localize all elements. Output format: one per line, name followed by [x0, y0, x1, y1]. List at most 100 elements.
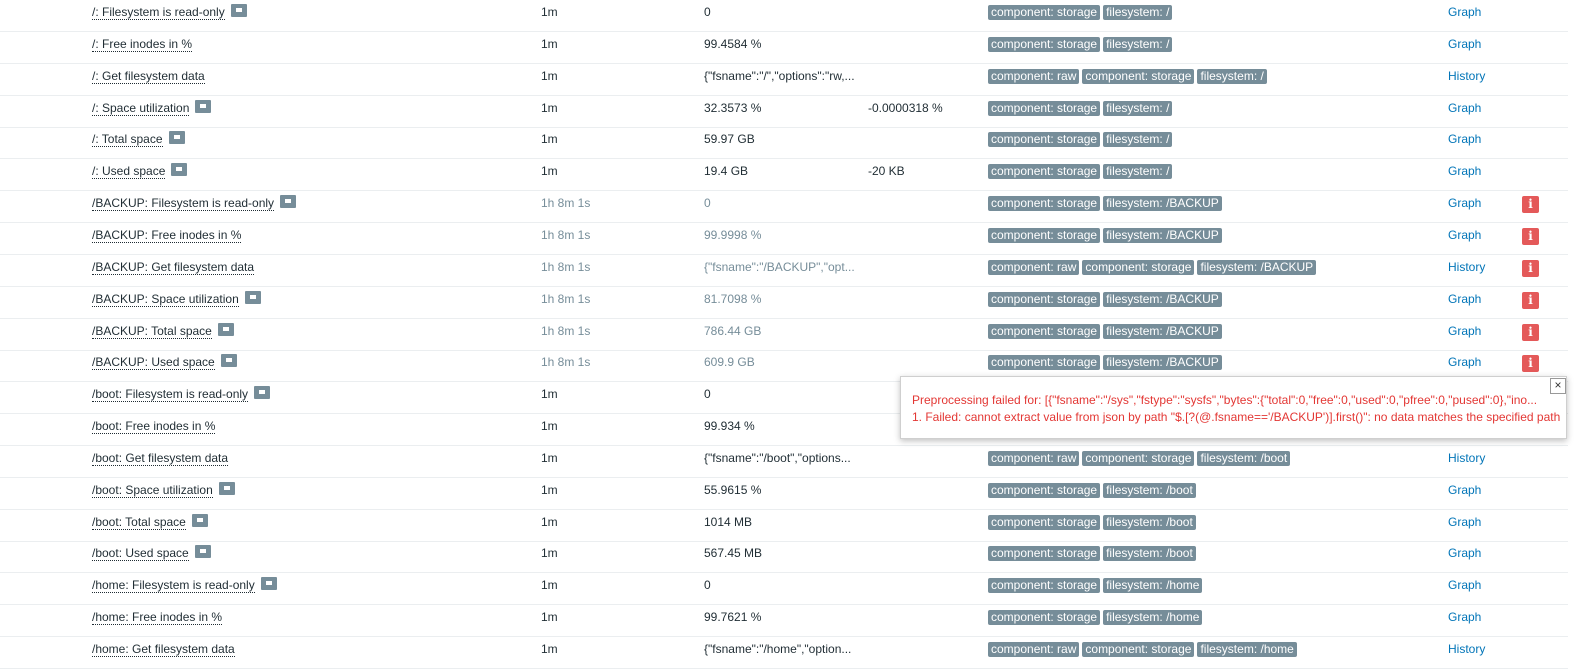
error-icon[interactable]: i — [1522, 196, 1539, 214]
help-icon[interactable] — [194, 545, 211, 559]
error-icon[interactable]: i — [1522, 259, 1539, 277]
tags: component: raw component: storage filesyst… — [988, 446, 1293, 470]
item-name[interactable]: /home: Get filesystem data — [92, 642, 235, 657]
tag: filesystem: /BACKUP — [1103, 291, 1222, 307]
item-name[interactable]: /home: Filesystem is read-only — [92, 578, 255, 594]
action-link[interactable]: History — [1448, 68, 1486, 83]
item-name[interactable]: /boot: Used space — [92, 546, 189, 562]
error-icon[interactable]: i — [1522, 355, 1539, 373]
action-link[interactable]: History — [1448, 259, 1486, 274]
item-name[interactable]: /: Used space — [92, 164, 166, 180]
help-icon[interactable] — [168, 131, 185, 145]
item-name[interactable]: /: Total space — [92, 132, 163, 148]
action-link[interactable]: Graph — [1448, 546, 1482, 561]
tag: component: storage — [988, 100, 1101, 116]
item-name[interactable]: /BACKUP: Get filesystem data — [92, 259, 255, 275]
item-name[interactable]: /: Filesystem is read-only — [92, 5, 225, 20]
help-icon[interactable] — [217, 322, 234, 336]
error-icon[interactable]: i — [1522, 227, 1539, 245]
last-value: 32.3573 % — [704, 100, 762, 115]
tag: component: storage — [1082, 259, 1195, 275]
tag: component: storage — [988, 610, 1101, 626]
spacer — [912, 377, 1566, 392]
tag: component: storage — [988, 5, 1101, 20]
tag: filesystem: /boot — [1197, 450, 1291, 466]
item-name[interactable]: /boot: Get filesystem data — [92, 450, 229, 466]
tag: filesystem: /BACKUP — [1197, 259, 1317, 275]
help-icon[interactable] — [254, 386, 271, 400]
error-icon[interactable]: i — [1522, 323, 1539, 341]
item-name[interactable]: /BACKUP: Free inodes in % — [92, 227, 242, 243]
help-icon[interactable] — [230, 4, 247, 17]
item-row: /: Total space 1m 59.97 GB component: stora… — [0, 127, 1568, 160]
error-icon[interactable]: i — [1522, 291, 1539, 309]
item-name[interactable]: /: Get filesystem data — [92, 68, 205, 84]
close-button[interactable]: × — [1550, 378, 1566, 394]
item-name[interactable]: /boot: Space utilization — [92, 482, 213, 498]
item-name[interactable]: /BACKUP: Total space — [92, 323, 212, 339]
item-row: /: Filesystem is read-only 1m 0 component: … — [0, 0, 1568, 32]
action-link[interactable]: Graph — [1448, 36, 1482, 51]
name-cell: /boot: Filesystem is read-only — [92, 382, 271, 406]
interval: 1m — [541, 68, 558, 83]
tag: filesystem: /boot — [1103, 514, 1196, 530]
popup-line: Preprocessing failed for: [{"fsname":"/s… — [912, 393, 1538, 407]
tag: filesystem: / — [1103, 164, 1173, 180]
action-link[interactable]: History — [1448, 450, 1486, 465]
action-link[interactable]: Graph — [1448, 323, 1482, 338]
tag: filesystem: / — [1197, 68, 1267, 84]
tags: component: storage filesystem: /home — [988, 605, 1205, 629]
item-name[interactable]: /BACKUP: Filesystem is read-only — [92, 196, 275, 212]
action-link[interactable]: Graph — [1448, 227, 1482, 242]
tags: component: storage filesystem: /home — [988, 573, 1205, 597]
action-link[interactable]: Graph — [1448, 482, 1482, 497]
help-icon[interactable] — [260, 577, 277, 591]
help-icon[interactable] — [195, 99, 212, 113]
help-icon[interactable] — [244, 290, 261, 304]
help-icon[interactable] — [171, 163, 188, 177]
item-name[interactable]: /BACKUP: Used space — [92, 355, 215, 371]
action-link[interactable]: History — [1448, 642, 1486, 656]
action-link[interactable]: Graph — [1448, 514, 1482, 529]
item-name[interactable]: /home: Free inodes in % — [92, 610, 223, 626]
interval: 1m — [541, 642, 558, 656]
change: -20 KB — [868, 164, 905, 179]
action-link[interactable]: Graph — [1448, 355, 1482, 370]
item-name[interactable]: /boot: Free inodes in % — [92, 419, 216, 435]
item-name[interactable]: /: Space utilization — [92, 100, 190, 116]
interval: 1h 8m 1s — [541, 196, 591, 211]
action-link[interactable]: Graph — [1448, 100, 1482, 115]
name-cell: /BACKUP: Space utilization — [92, 287, 261, 311]
tag: component: raw — [988, 642, 1080, 657]
item-name[interactable]: /boot: Filesystem is read-only — [92, 387, 249, 403]
help-icon[interactable] — [218, 481, 235, 495]
item-row: /home: Free inodes in % 1m 99.7621 % compon… — [0, 605, 1568, 638]
action-link[interactable]: Graph — [1448, 164, 1482, 179]
help-icon[interactable] — [191, 513, 208, 527]
last-value: 567.45 MB — [704, 546, 763, 561]
action-link[interactable]: Graph — [1448, 610, 1482, 625]
help-icon[interactable] — [220, 354, 237, 368]
action-link[interactable]: Graph — [1448, 132, 1482, 147]
last-value: 99.934 % — [704, 419, 755, 434]
action-link[interactable]: Graph — [1448, 578, 1482, 593]
item-name[interactable]: /BACKUP: Space utilization — [92, 291, 239, 307]
tags: component: storage filesystem: /BACKUP — [988, 319, 1225, 343]
name-cell: /: Total space — [92, 127, 185, 151]
action-link[interactable]: Graph — [1448, 5, 1482, 19]
name-cell: /BACKUP: Free inodes in % — [92, 223, 242, 247]
item-name[interactable]: /: Free inodes in % — [92, 36, 193, 52]
tag: filesystem: /BACKUP — [1103, 355, 1222, 371]
last-value: 55.9615 % — [704, 482, 762, 497]
action-link[interactable]: Graph — [1448, 291, 1482, 306]
item-row: /BACKUP: Used space 1h 8m 1s 609.9 GB compo… — [0, 350, 1568, 383]
last-value: 0 — [704, 196, 711, 211]
item-row: /home: Filesystem is read-only 1m 0 compone… — [0, 573, 1568, 606]
action-link[interactable]: Graph — [1448, 196, 1482, 211]
tags: component: storage filesystem: /BACKUP — [988, 287, 1225, 311]
tag: component: storage — [988, 196, 1101, 212]
help-icon[interactable] — [280, 195, 297, 209]
name-cell: /boot: Total space — [92, 510, 208, 534]
item-name[interactable]: /boot: Total space — [92, 514, 186, 530]
